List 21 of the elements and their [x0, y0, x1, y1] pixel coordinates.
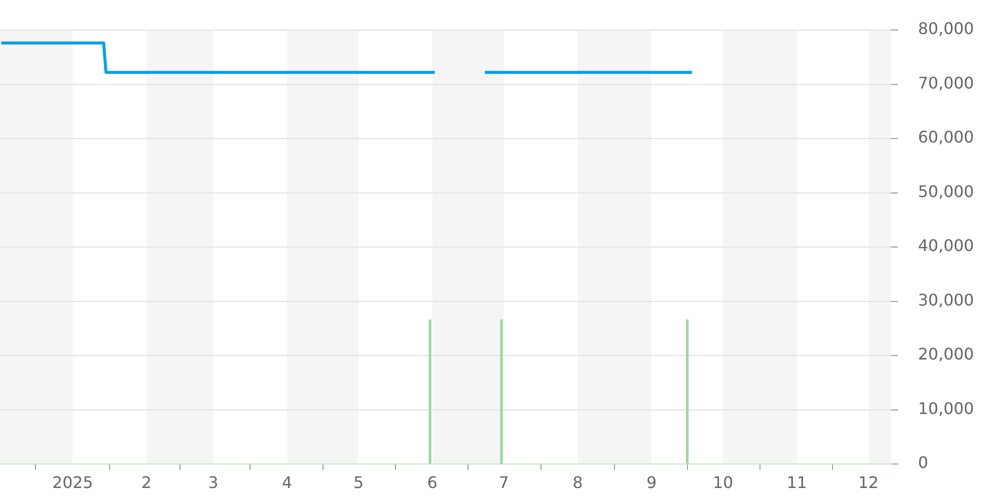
y-tick-label: 70,000	[918, 73, 974, 92]
y-tick-label: 60,000	[918, 128, 974, 147]
x-tick-label: 2025	[52, 472, 94, 492]
x-tick-label: 8	[572, 472, 583, 492]
x-tick-label: 4	[282, 472, 292, 492]
y-tick-label: 20,000	[918, 344, 974, 364]
y-tick-label: 30,000	[918, 290, 974, 310]
y-tick-label: 50,000	[918, 182, 974, 201]
x-tick-label: 10	[712, 472, 734, 492]
y-tick-label: 0	[918, 453, 928, 472]
x-tick-label: 2	[141, 472, 152, 492]
x-tick-label: 9	[646, 472, 657, 492]
y-tick-label: 10,000	[918, 398, 974, 418]
x-tick-label: 3	[208, 472, 218, 492]
y-tick-label: 80,000	[918, 19, 974, 38]
x-tick-label: 11	[786, 472, 808, 492]
x-tick-label: 7	[498, 472, 509, 492]
x-tick-label: 12	[858, 472, 879, 492]
x-tick-label: 6	[427, 472, 438, 492]
y-tick-label: 40,000	[918, 236, 974, 256]
x-tick-label: 5	[353, 472, 364, 492]
